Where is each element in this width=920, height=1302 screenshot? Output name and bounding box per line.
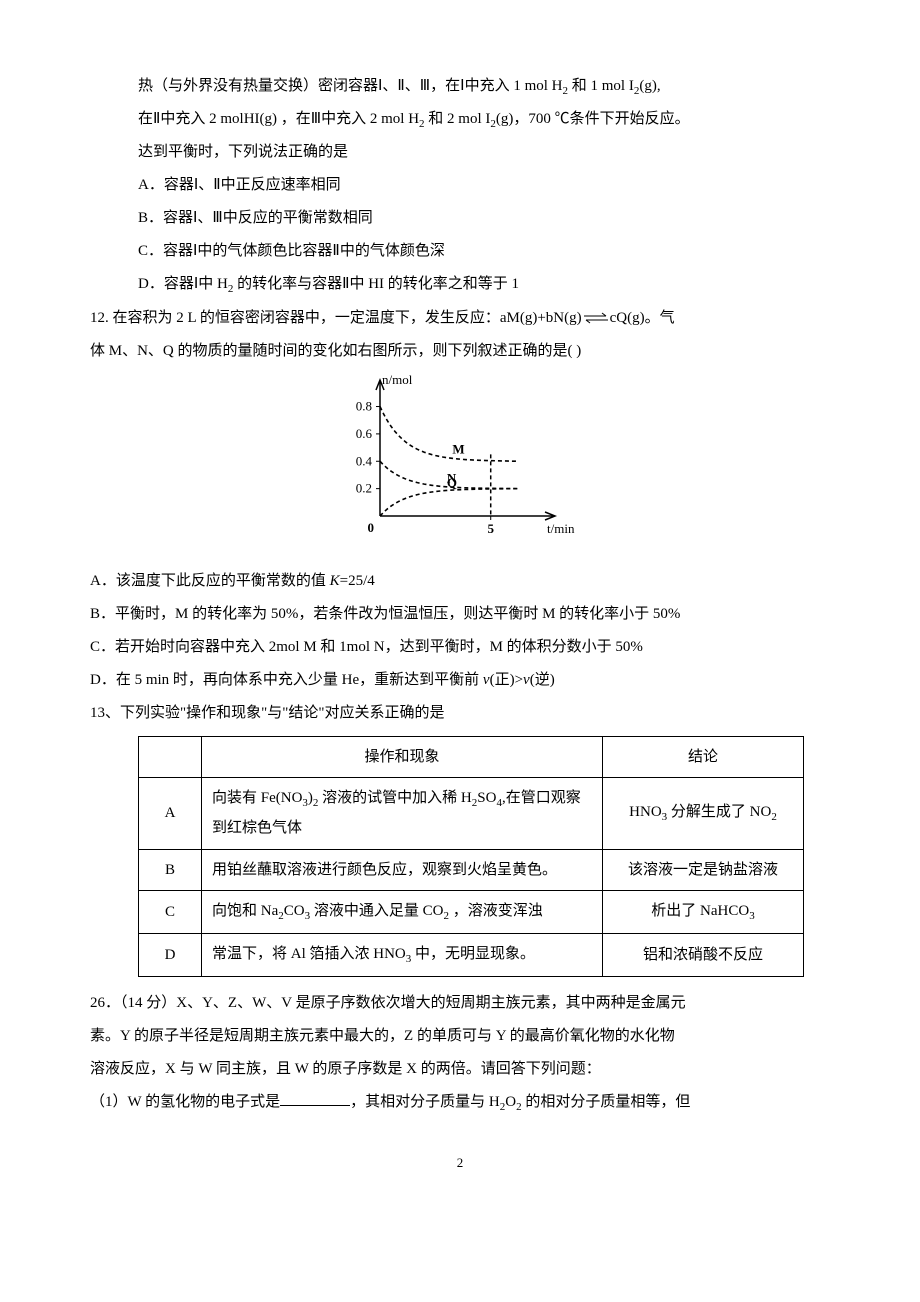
svg-text:n/mol: n/mol: [382, 374, 413, 387]
q26-stem-line2: 素。Y 的原子半径是短周期主族元素中最大的，Z 的单质可与 Y 的最高价氧化物的…: [90, 1020, 830, 1053]
q26-p1-text1: （1）W 的氢化物的电子式是: [90, 1094, 280, 1110]
svg-text:0.8: 0.8: [356, 398, 372, 413]
q11-stem-line2: 在Ⅱ中充入 2 molHI(g) ，在Ⅲ中充入 2 mol H2 和 2 mol…: [90, 103, 830, 136]
q12-a-text1: A．该温度下此反应的平衡常数的值: [90, 573, 330, 589]
q13-stem: 13、下列实验"操作和现象"与"结论"对应关系正确的是: [90, 697, 830, 730]
table-cell-label: A: [139, 778, 202, 849]
table-cell-label: B: [139, 849, 202, 891]
svg-text:0.2: 0.2: [356, 480, 372, 495]
table-cell-op: 常温下，将 Al 箔插入浓 HNO3 中，无明显现象。: [202, 933, 603, 976]
table-cell-label: C: [139, 891, 202, 934]
q26-number: 26．: [90, 995, 120, 1011]
q26-part1: （1）W 的氢化物的电子式是 ，其相对分子质量与 H2O2 的相对分子质量相等，但: [90, 1086, 830, 1119]
q12-option-a: A．该温度下此反应的平衡常数的值 K=25/4: [90, 565, 830, 598]
q12-option-b: B．平衡时，M 的转化率为 50%，若条件改为恒温恒压，则达平衡时 M 的转化率…: [90, 598, 830, 631]
svg-text:0.4: 0.4: [356, 453, 373, 468]
table-cell-con: 该溶液一定是钠盐溶液: [603, 849, 804, 891]
table-cell-con: 铝和浓硝酸不反应: [603, 933, 804, 976]
table-cell-label: D: [139, 933, 202, 976]
svg-text:0: 0: [368, 520, 375, 535]
table-cell-op: 向饱和 Na2CO3 溶液中通入足量 CO2 ，溶液变浑浊: [202, 891, 603, 934]
svg-text:0.6: 0.6: [356, 426, 373, 441]
page-number: 2: [90, 1149, 830, 1178]
q12-d-text3: (逆): [530, 672, 555, 688]
q26-p1-text2: ，其相对分子质量与 H2O2 的相对分子质量相等，但: [350, 1094, 690, 1110]
q11-option-a: A．容器Ⅰ、Ⅱ中正反应速率相同: [90, 169, 830, 202]
table-row: A 向装有 Fe(NO3)2 溶液的试管中加入稀 H2SO4,在管口观察到红棕色…: [139, 778, 804, 849]
q12-option-d: D．在 5 min 时，再向体系中充入少量 He，重新达到平衡前 v(正)>v(…: [90, 664, 830, 697]
q11-stem-line3: 达到平衡时，下列说法正确的是: [90, 136, 830, 169]
blank-line: [280, 1105, 350, 1106]
q26-stem-text1: （14 分）X、Y、Z、W、V 是原子序数依次增大的短周期主族元素，其中两种是金…: [120, 995, 686, 1011]
q11-option-c: C．容器Ⅰ中的气体颜色比容器Ⅱ中的气体颜色深: [90, 235, 830, 268]
table-head-row: 操作和现象 结论: [139, 736, 804, 778]
svg-text:5: 5: [487, 521, 494, 536]
table-row: B 用铂丝蘸取溶液进行颜色反应，观察到火焰呈黄色。 该溶液一定是钠盐溶液: [139, 849, 804, 891]
q12-chart: 0.20.40.60.850n/molt/minMNQ: [90, 374, 830, 557]
table-head-con: 结论: [603, 736, 804, 778]
equilibrium-arrow-icon: [582, 302, 610, 335]
table-row: D 常温下，将 Al 箔插入浓 HNO3 中，无明显现象。 铝和浓硝酸不反应: [139, 933, 804, 976]
svg-text:t/min: t/min: [547, 521, 575, 536]
q12-d-v1: v: [483, 672, 490, 688]
table-cell-con: HNO3 分解生成了 NO2: [603, 778, 804, 849]
q12-stem-text1: 在容积为 2 L 的恒容密闭容器中，一定温度下，发生反应：aM(g)+bN(g): [113, 310, 582, 326]
svg-text:Q: Q: [447, 475, 457, 490]
q12-number: 12.: [90, 310, 113, 326]
q26-stem-line1: 26．（14 分）X、Y、Z、W、V 是原子序数依次增大的短周期主族元素，其中两…: [90, 987, 830, 1020]
q12-d-v2: v: [523, 672, 530, 688]
q13-number: 13、: [90, 705, 120, 721]
q12-a-k: K: [330, 573, 340, 589]
q12-stem-line1: 12. 在容积为 2 L 的恒容密闭容器中，一定温度下，发生反应：aM(g)+b…: [90, 302, 830, 335]
q11-option-d: D．容器Ⅰ中 H2 的转化率与容器Ⅱ中 HI 的转化率之和等于 1: [90, 268, 830, 301]
q13-stem-text: 下列实验"操作和现象"与"结论"对应关系正确的是: [120, 705, 445, 721]
q12-d-text1: D．在 5 min 时，再向体系中充入少量 He，重新达到平衡前: [90, 672, 483, 688]
q13-table: 操作和现象 结论 A 向装有 Fe(NO3)2 溶液的试管中加入稀 H2SO4,…: [138, 736, 804, 977]
q12-d-text2: (正)>: [490, 672, 523, 688]
q12-option-c: C．若开始时向容器中充入 2mol M 和 1mol N，达到平衡时，M 的体积…: [90, 631, 830, 664]
q12-stem-text1b: cQ(g)。气: [610, 310, 675, 326]
q12-stem-line2: 体 M、N、Q 的物质的量随时间的变化如右图所示，则下列叙述正确的是( ): [90, 335, 830, 368]
table-row: C 向饱和 Na2CO3 溶液中通入足量 CO2 ，溶液变浑浊 析出了 NaHC…: [139, 891, 804, 934]
q12-a-text2: =25/4: [340, 573, 375, 589]
svg-text:M: M: [452, 441, 464, 456]
q11-option-b: B．容器Ⅰ、Ⅲ中反应的平衡常数相同: [90, 202, 830, 235]
table-head-op: 操作和现象: [202, 736, 603, 778]
table-cell-con: 析出了 NaHCO3: [603, 891, 804, 934]
q11-stem-line1: 热（与外界没有热量交换）密闭容器Ⅰ、Ⅱ、Ⅲ，在Ⅰ中充入 1 mol H2 和 1…: [90, 70, 830, 103]
table-head-blank: [139, 736, 202, 778]
q26-stem-line3: 溶液反应，X 与 W 同主族，且 W 的原子序数是 X 的两倍。请回答下列问题：: [90, 1053, 830, 1086]
table-cell-op: 向装有 Fe(NO3)2 溶液的试管中加入稀 H2SO4,在管口观察到红棕色气体: [202, 778, 603, 849]
table-cell-op: 用铂丝蘸取溶液进行颜色反应，观察到火焰呈黄色。: [202, 849, 603, 891]
